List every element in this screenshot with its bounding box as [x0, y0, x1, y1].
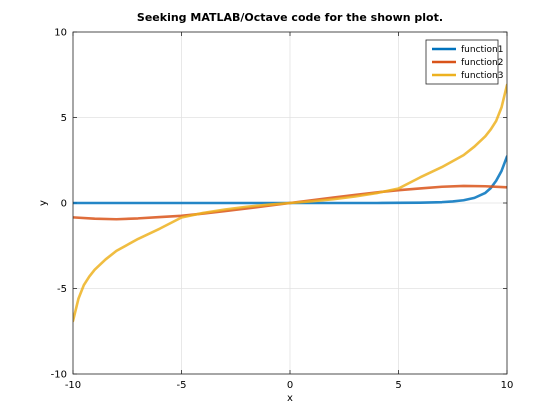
y-axis-label: y [38, 200, 49, 206]
legend-label-function1: function1 [461, 45, 504, 55]
x-axis-label: x [287, 393, 293, 404]
series-lines [73, 83, 507, 323]
legend-label-function2: function2 [461, 58, 504, 68]
y-tick-labels: -10 -5 0 5 10 [51, 28, 67, 381]
x-tick-labels: -10 -5 0 5 10 [65, 380, 514, 391]
series-line-function1 [73, 155, 507, 205]
chart-title: Seeking MATLAB/Octave code for the shown… [137, 11, 443, 24]
legend-label-function3: function3 [461, 71, 504, 81]
y-tick-label: 5 [61, 113, 67, 124]
y-tick-label: 0 [61, 199, 67, 210]
y-tick-label: 10 [54, 28, 67, 39]
y-tick-label: -5 [57, 284, 67, 295]
axes-box [72, 31, 508, 375]
x-tick-label: 10 [501, 380, 514, 391]
legend-box [425, 39, 499, 85]
legend: function1 function2 function3 [425, 39, 504, 85]
x-tick-label: 0 [287, 380, 293, 391]
x-tick-label: -10 [65, 380, 81, 391]
x-tick-label: -5 [177, 380, 187, 391]
x-tick-label: 5 [395, 380, 401, 391]
y-tick-label: -10 [51, 370, 67, 381]
series-line-function3 [73, 83, 507, 323]
